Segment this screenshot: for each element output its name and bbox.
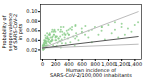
- svg-text:0: 0: [41, 61, 44, 67]
- svg-text:1,200: 1,200: [115, 61, 129, 67]
- svg-text:1,400: 1,400: [128, 61, 142, 67]
- svg-text:Human incidence ofSARS-CoV-2/1: Human incidence ofSARS-CoV-2/100,000 inh…: [50, 67, 132, 78]
- svg-text:0.08: 0.08: [26, 18, 37, 24]
- svg-text:200: 200: [51, 61, 61, 67]
- svg-text:0.02: 0.02: [26, 47, 37, 53]
- svg-text:1,000: 1,000: [101, 61, 115, 67]
- svg-text:600: 600: [77, 61, 87, 67]
- svg-text:Probability ofseroprevalenceof: Probability ofseroprevalenceof SARS-CoV-…: [1, 13, 24, 51]
- svg-text:400: 400: [64, 61, 74, 67]
- svg-text:0.06: 0.06: [26, 27, 37, 33]
- svg-text:0.10: 0.10: [26, 8, 37, 14]
- svg-text:800: 800: [91, 61, 101, 67]
- svg-text:0.04: 0.04: [26, 37, 37, 43]
